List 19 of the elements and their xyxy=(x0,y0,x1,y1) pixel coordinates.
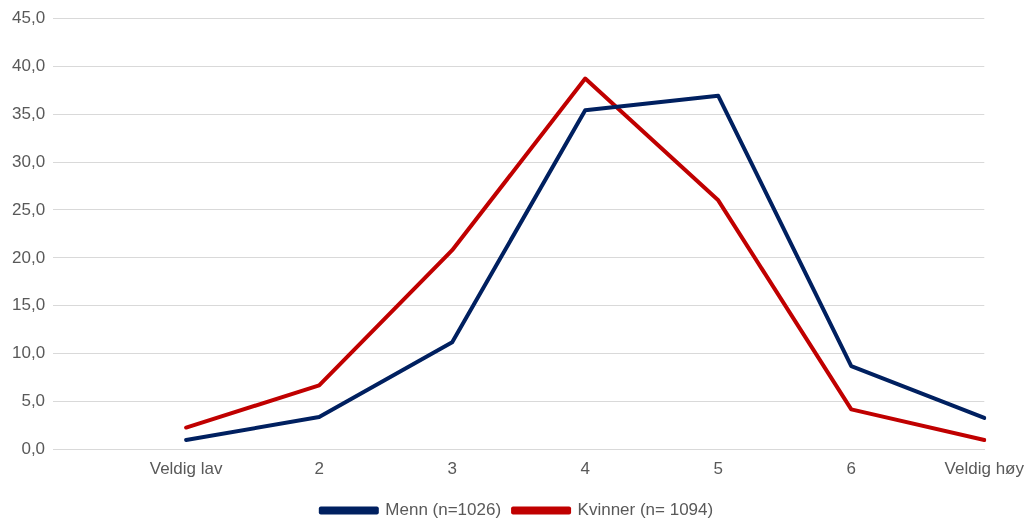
x-tick-label: 5 xyxy=(713,459,723,479)
y-tick-label: 30,0 xyxy=(11,151,46,171)
x-tick-label: 4 xyxy=(580,459,590,479)
y-tick-label: 45,0 xyxy=(11,7,46,27)
x-tick-label: 3 xyxy=(447,459,457,479)
y-tick-label: 35,0 xyxy=(11,103,46,123)
y-tick-label: 25,0 xyxy=(11,199,46,219)
y-tick-label: 5,0 xyxy=(21,391,46,411)
y-tick-label: 0,0 xyxy=(21,439,46,459)
y-tick-label: 15,0 xyxy=(11,295,46,315)
x-tick-label: Veldig lav xyxy=(149,459,223,479)
y-tick-label: 20,0 xyxy=(11,247,46,267)
legend-label: Kvinner (n= 1094) xyxy=(577,500,714,520)
legend-label: Menn (n=1026) xyxy=(385,500,502,520)
y-tick-label: 10,0 xyxy=(11,343,46,363)
x-tick-label: 2 xyxy=(314,459,324,479)
x-tick-label: Veldig høy xyxy=(944,459,1025,479)
x-tick-label: 6 xyxy=(846,459,857,479)
y-tick-label: 40,0 xyxy=(11,55,46,75)
